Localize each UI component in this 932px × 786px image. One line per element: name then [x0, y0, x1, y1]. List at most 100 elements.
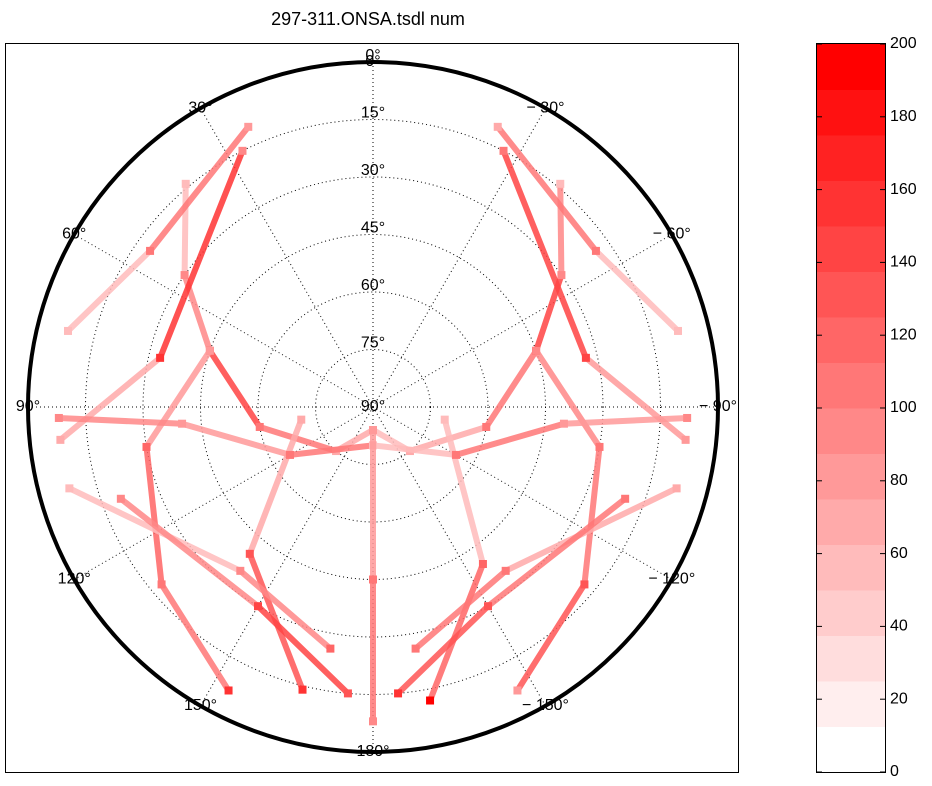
grid-spoke [73, 406, 374, 580]
azimuth-label: 0° [365, 53, 380, 70]
track-cell [501, 566, 510, 575]
track-segment [57, 354, 164, 443]
track-segment [143, 347, 213, 450]
track-cell [478, 560, 487, 569]
track-cell [369, 426, 377, 434]
track-cell [557, 271, 566, 280]
track-cell [369, 717, 377, 726]
track-cell [326, 644, 335, 653]
track-cell [451, 450, 460, 459]
track-cell [513, 686, 522, 695]
track-cell [532, 346, 541, 355]
colorbar-frame [816, 43, 886, 773]
colorbar-tick-label: 40 [890, 618, 908, 635]
grid-ring [85, 119, 661, 695]
track-segment [65, 247, 154, 334]
azimuth-label: 150° [184, 697, 217, 714]
track-segment [502, 485, 680, 574]
track-segment [485, 495, 629, 610]
track-cell [621, 494, 630, 503]
track-segment [158, 581, 232, 694]
track-segment [66, 485, 244, 574]
grid-ring [142, 176, 604, 638]
colorbar-tick-label: 180 [890, 108, 917, 125]
track-cell [369, 575, 377, 584]
elevation-label: 30° [361, 162, 385, 179]
track-cell [64, 326, 73, 335]
track-segment [117, 495, 261, 610]
grid-spoke [372, 234, 673, 408]
track-cell [205, 346, 214, 355]
azimuth-label: 60° [62, 226, 86, 243]
colorbar-band [817, 635, 885, 682]
chart-title: 297-311.ONSA.tsdl num [271, 9, 465, 29]
track-cell [673, 326, 682, 335]
elevation-label: 60° [361, 277, 385, 294]
elevation-label: 75° [361, 335, 385, 352]
colorbar-tick-label: 20 [890, 690, 908, 707]
track-cell [56, 435, 65, 444]
grid-spoke [372, 406, 673, 580]
track-cell [286, 450, 295, 459]
colorbar-band [817, 681, 885, 727]
track-segment [55, 414, 186, 427]
track-cell [672, 484, 681, 493]
track-cell [556, 179, 565, 188]
azimuth-label: 30° [188, 99, 212, 116]
track-segment [179, 420, 294, 458]
track-segment [143, 443, 165, 588]
track-segment [157, 147, 246, 361]
track-segment [370, 442, 459, 458]
track-cell [580, 580, 589, 589]
colorbar-tick-label: 140 [890, 254, 917, 271]
track-cell [156, 353, 165, 362]
track-segment [287, 442, 376, 458]
track-cell [180, 271, 189, 280]
azimuth-label: 120° [58, 571, 91, 588]
colorbar-band [817, 44, 885, 90]
track-segment [246, 416, 305, 557]
grid-spoke [200, 107, 374, 408]
track-segment [560, 414, 691, 427]
elevation-label: 15° [361, 105, 385, 122]
colorbar-band [817, 135, 885, 181]
track-segment [412, 567, 509, 652]
track-cell [411, 644, 420, 653]
grid-spoke [200, 406, 374, 707]
azimuth-label: − 60° [653, 226, 691, 243]
track-cell [245, 549, 254, 558]
grid-spoke [372, 107, 546, 408]
elevation-label: 0° [365, 47, 380, 64]
track-cell [224, 686, 233, 695]
colorbar-band [817, 226, 885, 272]
track-cell [254, 602, 262, 611]
track-cell [394, 689, 403, 698]
track-cell [65, 484, 74, 493]
track-segment [255, 603, 351, 697]
track-cell [142, 442, 151, 451]
track-cell [181, 179, 190, 188]
track-segment [206, 347, 263, 430]
track-cell [54, 413, 63, 422]
track-cell [255, 422, 264, 431]
track-cell [499, 146, 508, 155]
colorbar-tick-label: 100 [890, 399, 917, 416]
track-cell [683, 413, 692, 422]
track-segment [427, 561, 486, 704]
azimuth-label: 90° [16, 398, 40, 415]
colorbar-band [817, 362, 885, 409]
track-cell [426, 696, 435, 705]
track-segment [500, 147, 589, 361]
grid-ring [315, 349, 431, 465]
track-segment [237, 567, 334, 652]
track-segment [494, 123, 599, 254]
track-segment [514, 581, 588, 694]
track-cell [178, 419, 187, 428]
track-cell [116, 494, 125, 503]
elevation-label: 45° [361, 220, 385, 237]
track-cell [298, 685, 307, 694]
colorbar-band [817, 89, 885, 136]
track-segment [147, 123, 252, 254]
